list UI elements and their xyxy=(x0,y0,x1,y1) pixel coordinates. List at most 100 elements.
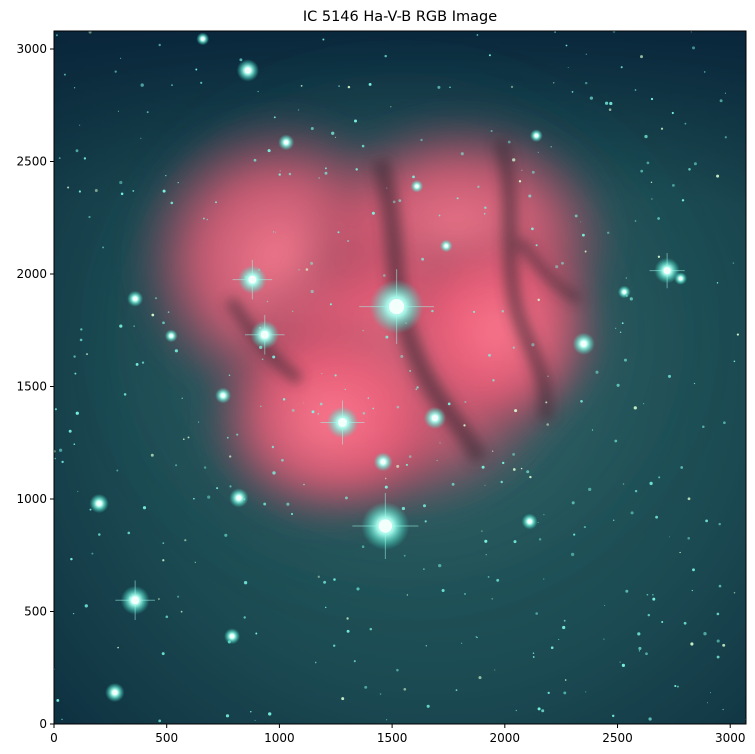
faint-star xyxy=(67,186,70,189)
faint-star xyxy=(437,85,441,89)
faint-star xyxy=(538,538,542,541)
faint-star xyxy=(532,656,535,658)
faint-star xyxy=(563,619,566,622)
faint-star xyxy=(484,206,487,209)
faint-star xyxy=(583,526,586,529)
faint-star xyxy=(706,702,709,704)
faint-star xyxy=(640,55,643,59)
faint-star xyxy=(638,650,641,652)
faint-star xyxy=(679,551,681,554)
faint-star xyxy=(150,453,154,457)
faint-star xyxy=(400,354,404,358)
faint-star xyxy=(298,269,300,271)
faint-star xyxy=(515,709,518,712)
faint-star xyxy=(271,445,275,449)
faint-star xyxy=(361,545,365,548)
faint-star xyxy=(229,455,232,458)
faint-star xyxy=(54,457,56,460)
faint-star xyxy=(619,661,621,663)
faint-star xyxy=(421,257,424,261)
faint-star xyxy=(347,239,350,243)
faint-star xyxy=(73,355,76,358)
y-tick-label: 500 xyxy=(24,605,47,619)
faint-star xyxy=(733,592,736,594)
faint-star xyxy=(384,477,387,480)
faint-star xyxy=(463,424,466,427)
bright-star xyxy=(164,329,178,343)
faint-star xyxy=(384,485,388,489)
faint-star xyxy=(518,180,522,183)
faint-star xyxy=(431,309,434,313)
faint-star xyxy=(709,692,712,694)
faint-star xyxy=(119,180,123,185)
faint-star xyxy=(605,101,609,105)
faint-star xyxy=(676,685,679,688)
faint-star xyxy=(396,668,399,672)
faint-star xyxy=(117,110,119,112)
faint-star xyxy=(162,542,165,544)
faint-star xyxy=(455,689,458,691)
bright-star xyxy=(105,682,125,703)
faint-star xyxy=(487,575,490,578)
bright-star xyxy=(521,513,538,530)
faint-star xyxy=(372,407,375,410)
chart-title: IC 5146 Ha-V-B RGB Image xyxy=(303,9,497,25)
faint-star xyxy=(94,189,98,192)
faint-star xyxy=(567,66,569,69)
faint-star xyxy=(658,476,661,479)
faint-star xyxy=(355,168,358,171)
faint-star xyxy=(54,408,58,411)
faint-star xyxy=(396,464,400,468)
faint-star xyxy=(481,465,485,469)
faint-star xyxy=(255,632,258,635)
faint-star xyxy=(528,194,532,198)
faint-star xyxy=(481,530,483,532)
faint-star xyxy=(310,126,314,131)
faint-star xyxy=(693,382,696,385)
faint-star xyxy=(161,652,165,656)
faint-star xyxy=(644,134,648,139)
faint-star xyxy=(669,536,671,538)
faint-star xyxy=(416,386,419,389)
faint-star xyxy=(361,144,365,148)
faint-star xyxy=(154,297,158,300)
faint-star xyxy=(89,508,92,511)
faint-star xyxy=(510,85,514,89)
axes-frame xyxy=(53,30,747,725)
faint-star xyxy=(77,490,79,493)
faint-star xyxy=(671,183,675,187)
faint-star xyxy=(225,714,230,718)
faint-star xyxy=(184,539,187,542)
faint-star xyxy=(555,265,559,269)
faint-star xyxy=(384,54,387,58)
faint-star xyxy=(180,610,183,613)
bright-star xyxy=(224,628,241,645)
faint-star xyxy=(195,68,198,71)
faint-star xyxy=(491,598,493,600)
faint-star xyxy=(512,346,515,349)
faint-star xyxy=(281,458,284,462)
faint-star xyxy=(216,487,219,490)
faint-star xyxy=(273,231,275,233)
faint-star xyxy=(194,561,196,563)
faint-star xyxy=(324,171,328,175)
faint-star xyxy=(512,158,516,162)
faint-star xyxy=(612,519,615,522)
faint-star xyxy=(647,613,651,617)
faint-star xyxy=(58,448,63,452)
faint-star xyxy=(406,594,409,596)
faint-star xyxy=(507,140,511,144)
faint-star xyxy=(436,459,438,462)
faint-star xyxy=(341,697,345,701)
faint-star xyxy=(167,311,170,313)
faint-star xyxy=(483,212,486,215)
faint-star xyxy=(512,468,516,471)
faint-star xyxy=(56,698,60,702)
faint-star xyxy=(151,313,155,317)
faint-star xyxy=(652,593,654,596)
faint-star xyxy=(75,149,79,153)
faint-star xyxy=(162,189,166,193)
faint-star xyxy=(405,463,408,466)
faint-star xyxy=(716,282,719,284)
faint-star xyxy=(473,310,476,313)
